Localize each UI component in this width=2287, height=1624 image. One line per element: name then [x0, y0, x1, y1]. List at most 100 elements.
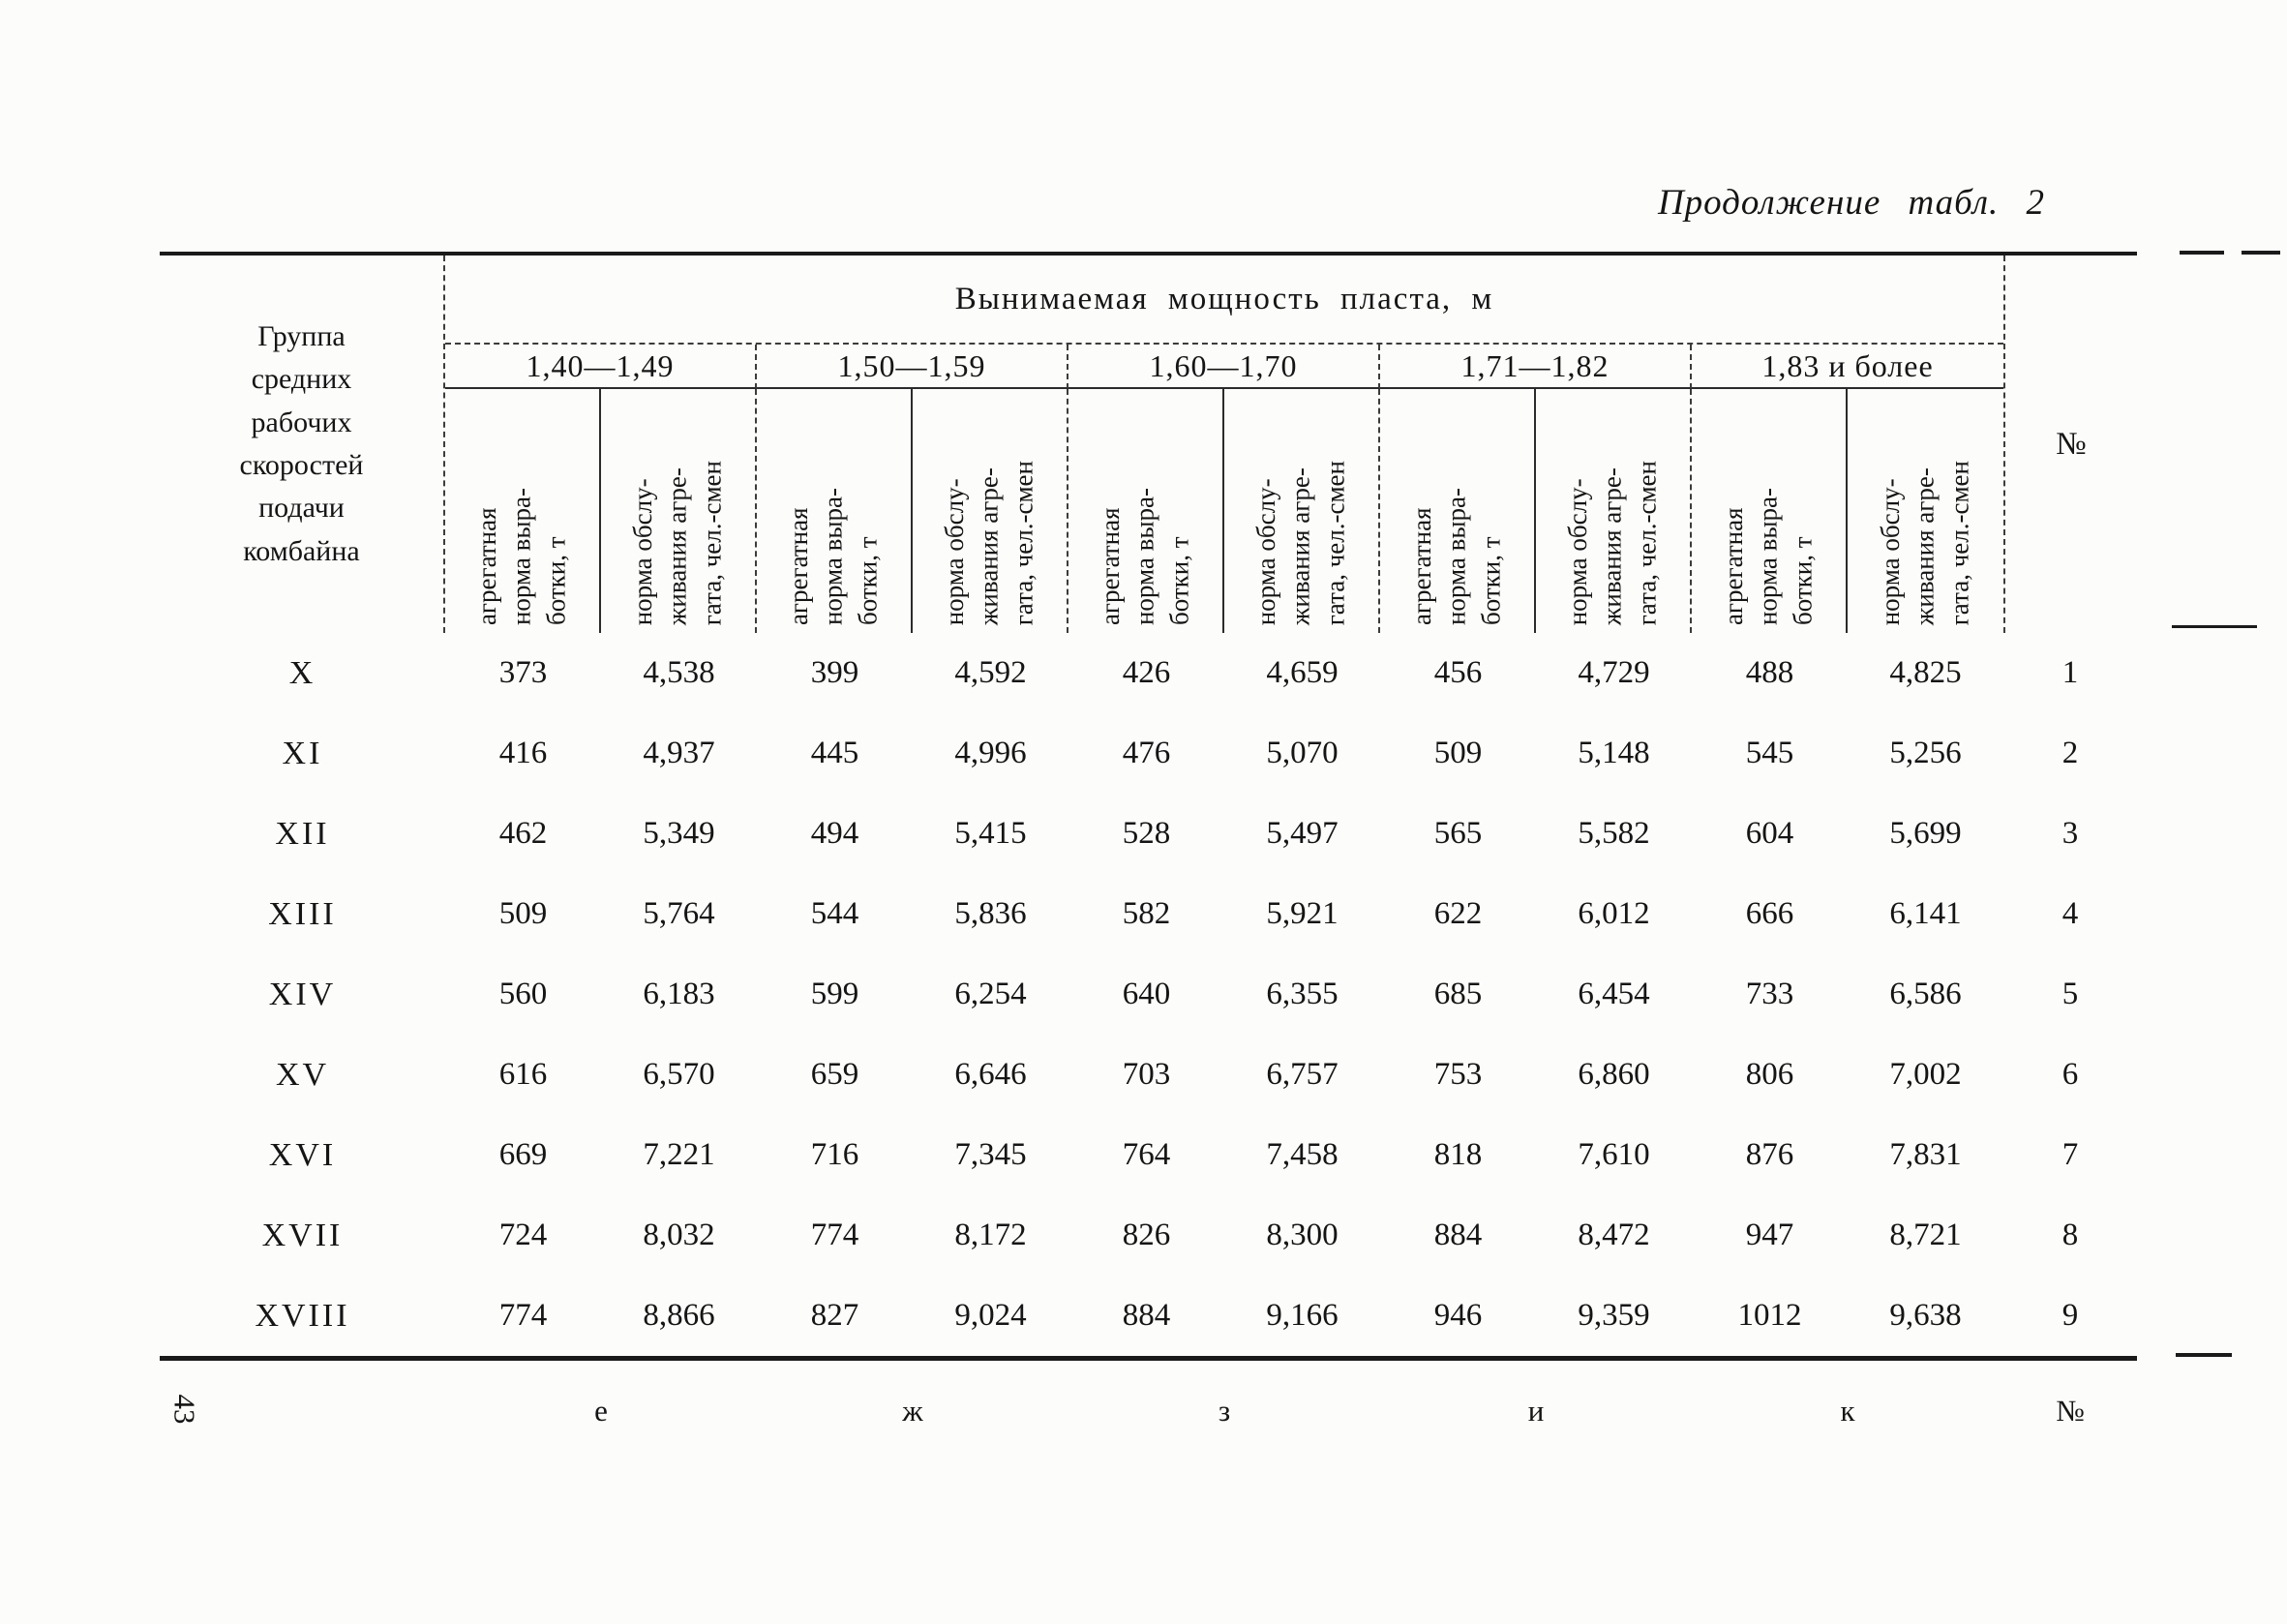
rotated-header-text: норма обслу- живания агре- гата, чел.-см… [628, 460, 727, 625]
row-label-speed-group: XVI [268, 1136, 337, 1173]
table-cell-value: 616 [498, 1057, 548, 1092]
table-cell-value: 544 [810, 896, 859, 931]
scan-artifact [2172, 625, 2257, 628]
table-cell-value: 6,183 [643, 977, 715, 1011]
row-label-speed-group: XI [282, 735, 323, 771]
rotated-header-text: агрегатная норма выра- ботки, т [1096, 487, 1194, 625]
table-cell-value: 5,836 [954, 896, 1027, 931]
footer-letter: е [594, 1394, 608, 1428]
table-cell-value: 399 [810, 655, 859, 690]
row-label-speed-group: XIV [268, 976, 337, 1012]
col-group-range: 1,40—1,49 [445, 345, 757, 389]
table-cell-value: 1012 [1737, 1298, 1802, 1333]
table-cell-value: 6,570 [643, 1057, 715, 1092]
table-continuation-caption: Продолжение табл. 2 [1657, 183, 2045, 223]
table-cell-value: 622 [1433, 896, 1483, 931]
table-cell-value: 5,497 [1266, 816, 1339, 851]
row-label-speed-group: XIII [268, 895, 337, 932]
table-cell-value: 5,582 [1578, 816, 1650, 851]
table-cell-value: 560 [498, 977, 548, 1011]
table-cell-value: 6,254 [954, 977, 1027, 1011]
subcol-header-aggregate-output-rate: агрегатная норма выра- ботки, т [757, 389, 913, 633]
table-cell-value: 659 [810, 1057, 859, 1092]
table-cell-value: 5,415 [954, 816, 1027, 851]
table-cell-value: 4,659 [1266, 655, 1339, 690]
table-cell-value: 724 [498, 1218, 548, 1252]
column-header-number: № [2003, 256, 2137, 633]
row-label-speed-group: XV [275, 1056, 330, 1093]
table-cell-value: 5,921 [1266, 896, 1339, 931]
table-cell-value: 9,024 [954, 1298, 1027, 1333]
table-cell-value: 4,937 [643, 736, 715, 770]
footer-letter: к [1840, 1394, 1855, 1428]
footer-letter-row: е ж з и к № [160, 1357, 2137, 1465]
table-cell-value: 884 [1122, 1298, 1171, 1333]
rotated-header-text: норма обслу- живания агре- гата, чел.-см… [940, 460, 1038, 625]
table-cell-value: 669 [498, 1137, 548, 1172]
table-cell-value: 818 [1433, 1137, 1483, 1172]
table-cell-value: 774 [810, 1218, 859, 1252]
table-cell-value: 826 [1122, 1218, 1171, 1252]
page-number: 43 [167, 1394, 202, 1425]
scan-artifact [2176, 1353, 2232, 1357]
table-cell-value: 753 [1433, 1057, 1483, 1092]
table-cell-value: 545 [1745, 736, 1794, 770]
scan-artifact [2242, 251, 2280, 255]
table-cell-value: 946 [1433, 1298, 1483, 1333]
rotated-header-text: агрегатная норма выра- ботки, т [1719, 487, 1818, 625]
table-cell-value: 5,699 [1889, 816, 1962, 851]
row-number: 8 [2061, 1218, 2079, 1252]
table-cell-value: 827 [810, 1298, 859, 1333]
table-cell-value: 8,721 [1889, 1218, 1962, 1252]
rotated-header-text: норма обслу- живания агре- гата, чел.-см… [1563, 460, 1662, 625]
table-cell-value: 456 [1433, 655, 1483, 690]
table-cell-value: 947 [1745, 1218, 1794, 1252]
table-cell-value: 5,148 [1578, 736, 1650, 770]
table-cell-value: 476 [1122, 736, 1171, 770]
table-cell-value: 5,764 [643, 896, 715, 931]
subcol-header-aggregate-output-rate: агрегатная норма выра- ботки, т [1380, 389, 1536, 633]
table-cell-value: 416 [498, 736, 548, 770]
table-cell-value: 7,458 [1266, 1137, 1339, 1172]
row-number: 2 [2061, 736, 2079, 770]
table-cell-value: 462 [498, 816, 548, 851]
table-cell-value: 8,172 [954, 1218, 1027, 1252]
table-cell-value: 373 [498, 655, 548, 690]
footer-letter: ж [902, 1394, 923, 1428]
rotated-header-text: норма обслу- живания агре- гата, чел.-см… [1876, 460, 1974, 625]
table-cell-value: 6,141 [1889, 896, 1962, 931]
table-cell-value: 6,860 [1578, 1057, 1650, 1092]
row-label-speed-group: XII [275, 815, 330, 852]
table-cell-value: 4,825 [1889, 655, 1962, 690]
table-cell-value: 6,586 [1889, 977, 1962, 1011]
rotated-header-text: агрегатная норма выра- ботки, т [784, 487, 883, 625]
subcol-header-unit-service-rate: норма обслу- живания агре- гата, чел.-см… [1224, 389, 1380, 633]
table-cell-value: 445 [810, 736, 859, 770]
table-cell-value: 509 [498, 896, 548, 931]
table-cell-value: 488 [1745, 655, 1794, 690]
table-cell-value: 509 [1433, 736, 1483, 770]
table-cell-value: 4,538 [643, 655, 715, 690]
table-cell-value: 9,638 [1889, 1298, 1962, 1333]
table-cell-value: 8,032 [643, 1218, 715, 1252]
table-cell-value: 806 [1745, 1057, 1794, 1092]
table-cell-value: 6,757 [1266, 1057, 1339, 1092]
subcol-header-unit-service-rate: норма обслу- живания агре- гата, чел.-см… [1536, 389, 1692, 633]
row-label-speed-group: X [288, 654, 316, 691]
table-cell-value: 4,592 [954, 655, 1027, 690]
table-cell-value: 884 [1433, 1218, 1483, 1252]
table-cell-value: 494 [810, 816, 859, 851]
table-cell-value: 9,359 [1578, 1298, 1650, 1333]
row-number: 5 [2061, 977, 2079, 1011]
table-cell-value: 8,472 [1578, 1218, 1650, 1252]
footer-letter: и [1527, 1394, 1545, 1428]
table-cell-value: 7,002 [1889, 1057, 1962, 1092]
table-cell-value: 565 [1433, 816, 1483, 851]
table-cell-value: 7,610 [1578, 1137, 1650, 1172]
col-group-range: 1,50—1,59 [757, 345, 1068, 389]
subcol-header-aggregate-output-rate: агрегатная норма выра- ботки, т [445, 389, 601, 633]
table-cell-value: 4,729 [1578, 655, 1650, 690]
row-number: 9 [2061, 1298, 2079, 1333]
table-cell-value: 6,646 [954, 1057, 1027, 1092]
